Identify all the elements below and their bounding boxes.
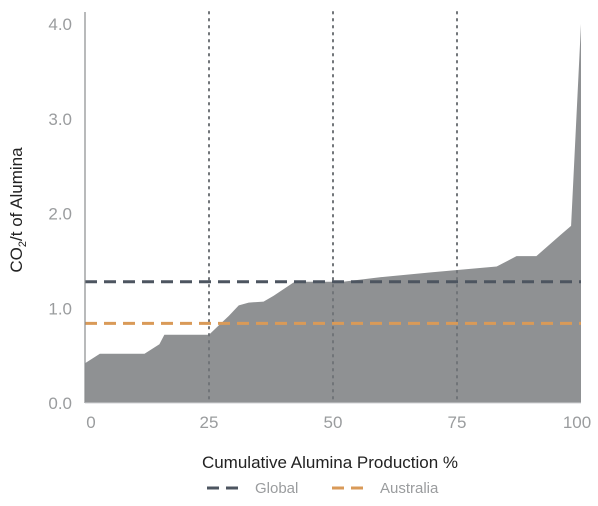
horizontal-reference-lines [85,280,581,325]
y-tick-label-0.0: 0.0 [48,394,72,413]
y-tick-label-1.0: 1.0 [48,299,72,318]
x-tick-label-25: 25 [200,413,219,432]
area-layer [85,24,581,403]
legend: Global Australia [207,480,439,497]
y-axis-title-rest: /t of Alumina [7,147,26,241]
y-axis-title: CO2/t of Alumina [7,147,29,273]
axes [84,12,581,404]
y-axis-title-subscript: 2 [17,241,29,247]
x-axis-title: Cumulative Alumina Production % [202,453,458,472]
tick-labels: 0.0 1.0 2.0 3.0 4.0 0 25 50 75 100 [48,15,591,432]
x-tick-label-100: 100 [563,413,591,432]
x-tick-label-50: 50 [324,413,343,432]
y-tick-label-3.0: 3.0 [48,110,72,129]
x-tick-label-75: 75 [448,413,467,432]
y-axis-title-main: CO [7,247,26,273]
area-fill [85,24,581,403]
y-tick-label-2.0: 2.0 [48,205,72,224]
y-tick-label-4.0: 4.0 [48,15,72,34]
x-tick-label-0: 0 [86,413,95,432]
legend-label-global: Global [255,480,298,497]
legend-label-australia: Australia [380,480,439,497]
vertical-reference-lines [208,11,458,404]
